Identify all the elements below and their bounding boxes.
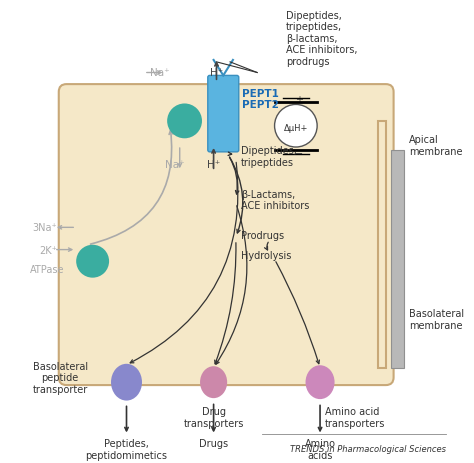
Text: Drugs: Drugs [199, 438, 228, 448]
Text: ATPase: ATPase [30, 264, 64, 275]
Ellipse shape [306, 365, 335, 399]
Text: +: + [295, 94, 303, 104]
Text: Amino acid
transporters: Amino acid transporters [325, 407, 385, 428]
FancyArrowPatch shape [215, 63, 218, 80]
Text: H⁺: H⁺ [207, 160, 220, 170]
Circle shape [76, 245, 109, 278]
FancyArrowPatch shape [212, 405, 215, 431]
FancyArrowPatch shape [228, 153, 232, 156]
Circle shape [167, 104, 202, 139]
Text: Basolateral
membrane: Basolateral membrane [409, 309, 464, 331]
FancyArrowPatch shape [229, 158, 243, 233]
Text: Peptides,
peptidomimetics: Peptides, peptidomimetics [85, 438, 167, 460]
FancyBboxPatch shape [208, 76, 239, 152]
FancyArrowPatch shape [130, 163, 238, 363]
Text: PEPT1
PEPT2: PEPT1 PEPT2 [242, 88, 279, 110]
Text: Drug
transporters: Drug transporters [183, 407, 244, 428]
Text: 3Na⁺: 3Na⁺ [32, 223, 57, 233]
FancyArrowPatch shape [276, 262, 319, 364]
FancyArrowPatch shape [146, 72, 161, 75]
FancyBboxPatch shape [59, 85, 393, 385]
Bar [391, 150, 404, 368]
FancyArrowPatch shape [58, 226, 73, 230]
FancyArrowPatch shape [91, 131, 173, 244]
FancyArrowPatch shape [215, 243, 236, 364]
Text: 2K⁺: 2K⁺ [39, 245, 57, 255]
FancyArrowPatch shape [216, 206, 247, 364]
Text: Prodrugs: Prodrugs [241, 231, 284, 241]
FancyArrowPatch shape [319, 406, 322, 431]
FancyArrowPatch shape [125, 407, 128, 431]
Ellipse shape [200, 366, 227, 398]
Text: Hydrolysis: Hydrolysis [241, 250, 291, 260]
FancyArrowPatch shape [229, 158, 239, 194]
Text: Na⁺: Na⁺ [165, 160, 184, 170]
Bar [378, 122, 386, 368]
Text: ΔμH+: ΔμH+ [283, 124, 308, 133]
Text: H⁺: H⁺ [210, 69, 223, 78]
Text: Basolateral
peptide
transporter: Basolateral peptide transporter [33, 361, 88, 394]
FancyArrowPatch shape [212, 150, 215, 169]
FancyArrowPatch shape [57, 248, 72, 252]
Text: Apical
membrane: Apical membrane [409, 135, 463, 156]
Text: −: − [294, 149, 303, 158]
Ellipse shape [111, 364, 142, 400]
Text: Na⁺: Na⁺ [150, 69, 170, 78]
Text: β-Lactams,
ACE inhibitors: β-Lactams, ACE inhibitors [241, 189, 309, 211]
Text: Dipeptides,
tripeptides,
β-lactams,
ACE inhibitors,
prodrugs: Dipeptides, tripeptides, β-lactams, ACE … [286, 11, 358, 67]
Circle shape [274, 105, 317, 148]
Text: Amino
acids: Amino acids [305, 438, 336, 460]
Text: TRENDS in Pharmacological Sciences: TRENDS in Pharmacological Sciences [290, 444, 446, 453]
FancyArrowPatch shape [178, 149, 182, 168]
FancyArrowPatch shape [264, 243, 268, 250]
Text: Dipeptides,
tripeptides: Dipeptides, tripeptides [241, 146, 297, 167]
